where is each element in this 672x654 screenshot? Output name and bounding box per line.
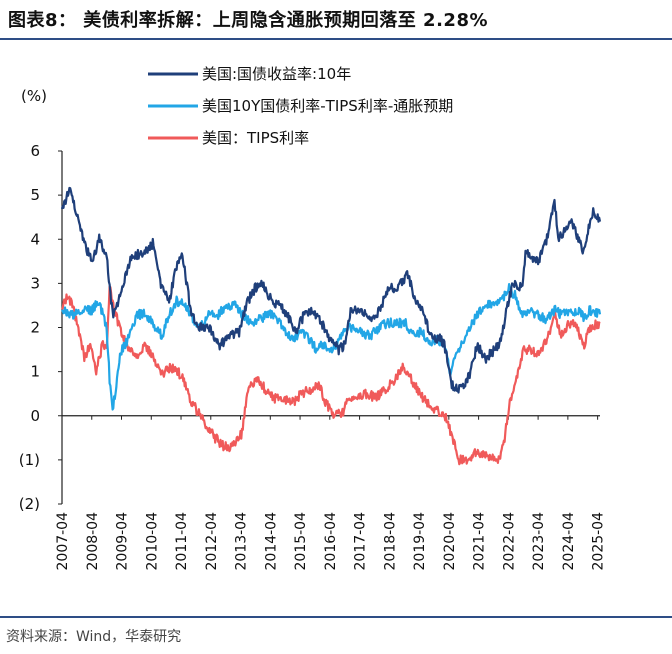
x-tick-label: 2021-04 xyxy=(472,512,488,571)
x-tick-label: 2023-04 xyxy=(531,512,547,571)
x-tick-label: 2015-04 xyxy=(293,512,309,571)
y-tick-label: 1 xyxy=(30,363,40,381)
chart-axes: (%) 6 5 4 3 2 1 0 (1) (2) 2007-04 2008-04 2009-04 201… xyxy=(19,87,607,571)
x-tick-label: 2018-04 xyxy=(382,512,398,571)
x-tick-label: 2016-04 xyxy=(323,512,339,571)
x-tick-label: 2013-04 xyxy=(234,512,250,571)
x-tick-label: 2014-04 xyxy=(263,512,279,571)
x-tick-label: 2010-04 xyxy=(144,512,160,571)
x-tick-label: 2011-04 xyxy=(174,512,190,571)
y-tick-label: 5 xyxy=(30,186,40,204)
chart-legend: 美国:国债收益率:10年美国10Y国债利率-TIPS利率-通胀预期美国：TIPS… xyxy=(148,65,453,147)
y-axis-unit-label: (%) xyxy=(21,87,47,105)
line-chart: (%) 6 5 4 3 2 1 0 (1) (2) 2007-04 2008-04 2009-04 201… xyxy=(19,65,607,571)
series-layer xyxy=(60,186,602,466)
source-note: 资料来源：Wind，华泰研究 xyxy=(6,629,182,645)
y-tick-label: 2 xyxy=(30,319,40,337)
legend-label-1: 美国10Y国债利率-TIPS利率-通胀预期 xyxy=(202,97,453,115)
x-tick-label: 2024-04 xyxy=(561,512,577,571)
y-tick-label: 0 xyxy=(30,407,40,425)
x-tick-label: 2025-04 xyxy=(591,512,607,571)
x-tick-label: 2020-04 xyxy=(442,512,458,571)
x-tick-label: 2017-04 xyxy=(353,512,369,571)
y-tick-label: 3 xyxy=(30,274,40,292)
series-line-2 xyxy=(61,285,601,466)
x-tick-label: 2008-04 xyxy=(85,512,101,571)
y-tick-label: 6 xyxy=(30,142,40,160)
y-tick-label: 4 xyxy=(30,230,40,248)
x-tick-label: 2019-04 xyxy=(412,512,428,571)
chart-title: 图表8： 美债利率拆解：上周隐含通胀预期回落至 2.28% xyxy=(8,10,489,31)
y-tick-label: (1) xyxy=(19,451,40,469)
footer: 资料来源：Wind，华泰研究 xyxy=(0,616,672,654)
series-line-0 xyxy=(60,186,602,394)
legend-label-0: 美国:国债收益率:10年 xyxy=(202,65,351,83)
x-tick-label: 2009-04 xyxy=(115,512,131,571)
title-bar: 图表8： 美债利率拆解：上周隐含通胀预期回落至 2.28% xyxy=(0,0,672,40)
x-tick-label: 2007-04 xyxy=(55,512,71,571)
y-tick-label: (2) xyxy=(19,495,40,513)
x-tick-label: 2012-04 xyxy=(204,512,220,571)
x-tick-label: 2022-04 xyxy=(501,512,517,571)
legend-label-2: 美国：TIPS利率 xyxy=(202,129,309,147)
